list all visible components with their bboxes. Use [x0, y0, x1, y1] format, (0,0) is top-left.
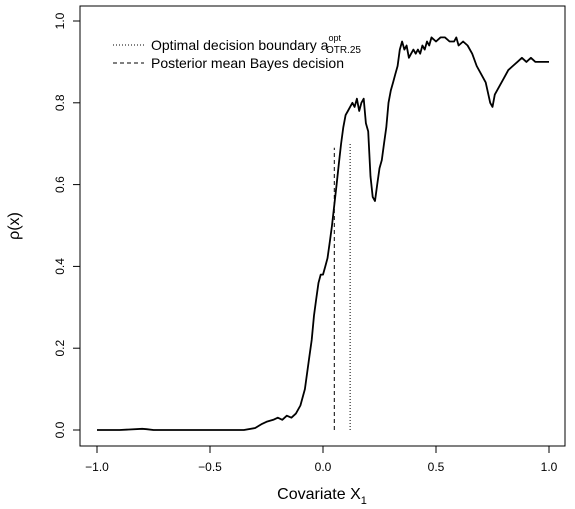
legend-label-optimal-boundary-main: Optimal decision boundary a [151, 37, 329, 53]
x-tick-label: −1.0 [85, 460, 109, 474]
y-tick-label: 0.2 [53, 340, 67, 357]
series-lines [97, 36, 549, 431]
decision-lines [333, 143, 351, 430]
y-axis-label: ρ(x) [6, 212, 23, 240]
x-tick-label: 0.5 [428, 460, 445, 474]
y-tick-label: 0.8 [53, 94, 67, 111]
legend-label-optimal-boundary: Optimal decision boundary aopt OTR.25 [151, 33, 361, 56]
plot-frame [79, 5, 566, 447]
legend-label-optimal-boundary-sub: OTR.25 [326, 45, 361, 56]
x-axis-label-main: Covariate X [277, 486, 361, 503]
x-tick-label: −0.5 [198, 460, 222, 474]
x-axis: −1.0 −0.5 0.0 0.5 1.0 [85, 445, 558, 474]
x-tick-label: 0.0 [315, 460, 332, 474]
y-tick-label: 0.0 [53, 421, 67, 438]
x-tick-label: 1.0 [541, 460, 558, 474]
legend-label-optimal-boundary-sup: opt [328, 33, 341, 43]
x-axis-label-subscript: 1 [361, 495, 367, 507]
y-tick-label: 0.4 [53, 258, 67, 275]
y-tick-label: 1.0 [53, 12, 67, 29]
y-axis: 0.0 0.2 0.4 0.6 0.8 1.0 [53, 12, 80, 438]
y-tick-label: 0.6 [53, 176, 67, 193]
legend: Optimal decision boundary aopt OTR.25 Pos… [113, 33, 361, 71]
series-line-0 [97, 36, 549, 431]
x-axis-label: Covariate X1 [277, 486, 367, 507]
legend-label-posterior-mean: Posterior mean Bayes decision [151, 55, 344, 71]
